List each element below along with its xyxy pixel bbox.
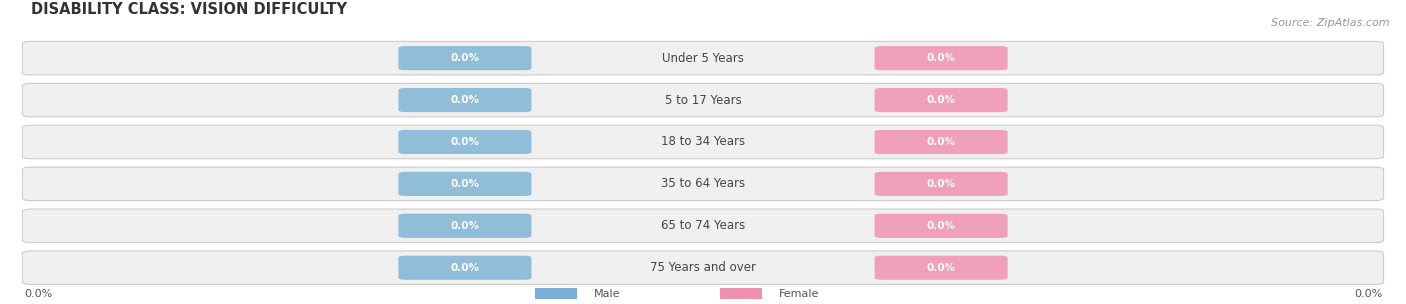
FancyBboxPatch shape [875,130,1008,154]
Text: 18 to 34 Years: 18 to 34 Years [661,136,745,148]
Text: Female: Female [779,289,820,299]
Text: 0.0%: 0.0% [927,53,956,63]
Text: 0.0%: 0.0% [927,221,956,231]
Text: 0.0%: 0.0% [24,289,52,299]
FancyBboxPatch shape [875,88,1008,112]
FancyBboxPatch shape [398,256,531,280]
FancyBboxPatch shape [534,288,576,299]
Text: 0.0%: 0.0% [450,179,479,189]
FancyBboxPatch shape [398,88,531,112]
Text: 0.0%: 0.0% [450,137,479,147]
FancyBboxPatch shape [22,251,1384,285]
Text: Under 5 Years: Under 5 Years [662,52,744,65]
Text: 5 to 17 Years: 5 to 17 Years [665,94,741,107]
FancyBboxPatch shape [398,46,531,70]
FancyBboxPatch shape [875,172,1008,196]
Text: DISABILITY CLASS: VISION DIFFICULTY: DISABILITY CLASS: VISION DIFFICULTY [31,2,347,17]
Text: 0.0%: 0.0% [1354,289,1382,299]
FancyBboxPatch shape [22,125,1384,159]
FancyBboxPatch shape [22,41,1384,75]
Text: Source: ZipAtlas.com: Source: ZipAtlas.com [1271,18,1389,28]
Text: 0.0%: 0.0% [450,95,479,105]
FancyBboxPatch shape [398,214,531,238]
Text: 0.0%: 0.0% [927,179,956,189]
FancyBboxPatch shape [875,46,1008,70]
Text: 75 Years and over: 75 Years and over [650,261,756,274]
Text: 0.0%: 0.0% [927,137,956,147]
Text: 0.0%: 0.0% [450,263,479,273]
FancyBboxPatch shape [398,172,531,196]
FancyBboxPatch shape [875,256,1008,280]
FancyBboxPatch shape [398,130,531,154]
FancyBboxPatch shape [875,214,1008,238]
Text: 0.0%: 0.0% [450,53,479,63]
Text: 0.0%: 0.0% [927,95,956,105]
Text: 0.0%: 0.0% [450,221,479,231]
FancyBboxPatch shape [22,83,1384,117]
Text: 65 to 74 Years: 65 to 74 Years [661,219,745,232]
Text: 0.0%: 0.0% [927,263,956,273]
FancyBboxPatch shape [720,288,762,299]
FancyBboxPatch shape [22,209,1384,243]
Text: 35 to 64 Years: 35 to 64 Years [661,177,745,190]
Text: Male: Male [593,289,620,299]
FancyBboxPatch shape [22,167,1384,201]
